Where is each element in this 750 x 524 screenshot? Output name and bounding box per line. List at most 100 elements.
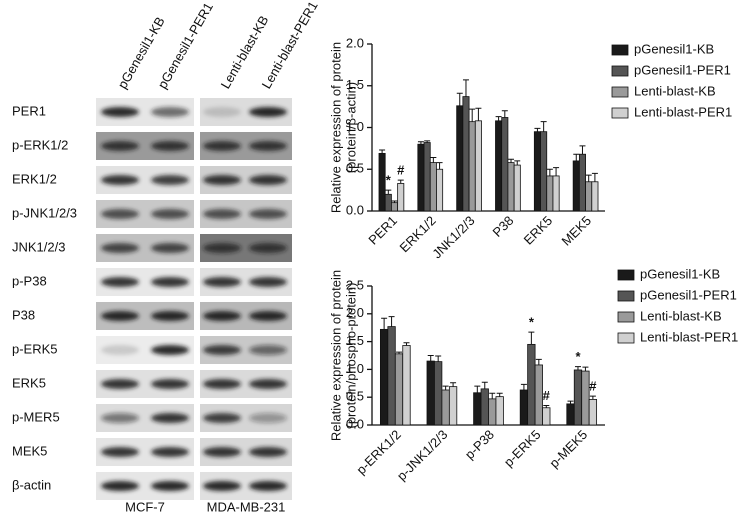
bar <box>581 370 590 426</box>
blot-band <box>249 379 287 389</box>
y-tick-label: 2.0 <box>346 305 364 320</box>
bar <box>429 162 437 212</box>
error-bar <box>424 140 431 143</box>
error-bar <box>535 358 542 365</box>
y-tick-label: 0.0 <box>346 202 364 217</box>
blot-band <box>203 481 241 491</box>
row-label: JNK1/2/3 <box>12 239 65 254</box>
y-axis-title: (protein/phospho-protein) <box>343 283 358 429</box>
blot-band <box>151 107 189 117</box>
bar <box>513 164 521 212</box>
bar <box>434 361 443 426</box>
error-bar <box>528 331 535 345</box>
bar <box>488 398 497 426</box>
error-bar <box>417 141 424 145</box>
error-bar <box>450 382 457 387</box>
error-bar <box>396 351 403 354</box>
bar <box>417 143 425 212</box>
column-label: Lenti-blast-PER1 <box>259 0 321 91</box>
bar <box>495 120 503 212</box>
column-label: pGenesil1-PER1 <box>155 0 216 91</box>
row-label: P38 <box>12 307 35 322</box>
error-bar <box>589 395 596 400</box>
y-tick-label: 2.0 <box>346 35 364 50</box>
error-bar <box>388 316 395 327</box>
error-bar <box>496 392 503 397</box>
blot-band <box>203 141 241 151</box>
bar <box>397 183 405 212</box>
x-tick-label: p-JNK1/2/3 <box>394 427 451 484</box>
y-tick-label: 0.5 <box>346 389 364 404</box>
blot-band <box>203 447 241 457</box>
bar <box>585 181 593 212</box>
error-bar <box>582 366 589 372</box>
bar <box>542 407 551 426</box>
significance-mark: # <box>397 163 405 178</box>
legend-label: pGenesil1-KB <box>640 266 720 281</box>
bar <box>436 168 444 212</box>
blot-band <box>203 243 241 253</box>
row-label: ERK1/2 <box>12 171 57 186</box>
error-bar <box>430 157 437 163</box>
bar <box>533 131 541 212</box>
legend-swatch <box>611 44 629 56</box>
blot-band <box>151 277 189 287</box>
blot-band <box>151 243 189 253</box>
blot-band <box>249 209 287 219</box>
blot-band <box>249 277 287 287</box>
legend-label: Lenti-blast-KB <box>634 83 716 98</box>
blot-band <box>249 345 287 355</box>
blot-band <box>101 209 139 219</box>
blot-band <box>101 345 139 355</box>
legend-label: Lenti-blast-PER1 <box>640 329 738 344</box>
error-bar <box>514 160 521 166</box>
blot-band <box>249 481 287 491</box>
error-bar <box>462 79 469 97</box>
bar <box>566 403 575 426</box>
significance-mark: # <box>543 388 551 403</box>
blot-band <box>151 481 189 491</box>
x-tick-label: ERK5 <box>521 213 556 248</box>
legend-swatch <box>617 332 635 344</box>
blot-band <box>203 277 241 287</box>
bar <box>527 343 536 426</box>
bar <box>507 162 515 212</box>
bar <box>462 96 470 212</box>
row-label: p-JNK1/2/3 <box>12 205 77 220</box>
error-bar <box>379 149 386 154</box>
blot-band <box>151 379 189 389</box>
row-label: p-P38 <box>12 273 47 288</box>
error-bar <box>436 162 443 170</box>
blot-band <box>203 379 241 389</box>
row-label: p-ERK1/2 <box>12 137 68 152</box>
x-tick-label: JNK1/2/3 <box>429 213 477 261</box>
significance-mark: # <box>589 379 597 394</box>
error-bar <box>573 153 580 161</box>
row-label: p-ERK5 <box>12 341 58 356</box>
bar <box>591 181 599 212</box>
bar <box>573 369 583 426</box>
cell-line-label: MDA-MB-231 <box>207 499 286 514</box>
blot-band <box>101 481 139 491</box>
y-tick-label: 1.0 <box>346 361 364 376</box>
blot-band <box>101 379 139 389</box>
blot-band <box>249 311 287 321</box>
error-bar <box>543 405 550 408</box>
error-bar <box>385 189 392 195</box>
blot-band <box>101 141 139 151</box>
bar <box>540 131 548 212</box>
blot-band <box>249 141 287 151</box>
legend-swatch <box>617 269 635 281</box>
blot-band <box>249 243 287 253</box>
y-axis-title: Relative expression of protein <box>328 270 343 441</box>
significance-mark: * <box>386 173 392 188</box>
blot-band <box>203 107 241 117</box>
y-tick-label: 1.0 <box>346 119 364 134</box>
error-bar <box>435 355 442 362</box>
error-bar <box>469 108 476 122</box>
bar <box>378 152 386 212</box>
bar <box>468 121 476 212</box>
blot-band <box>101 413 139 423</box>
y-axis-title: Relative expression of protein <box>328 42 343 213</box>
